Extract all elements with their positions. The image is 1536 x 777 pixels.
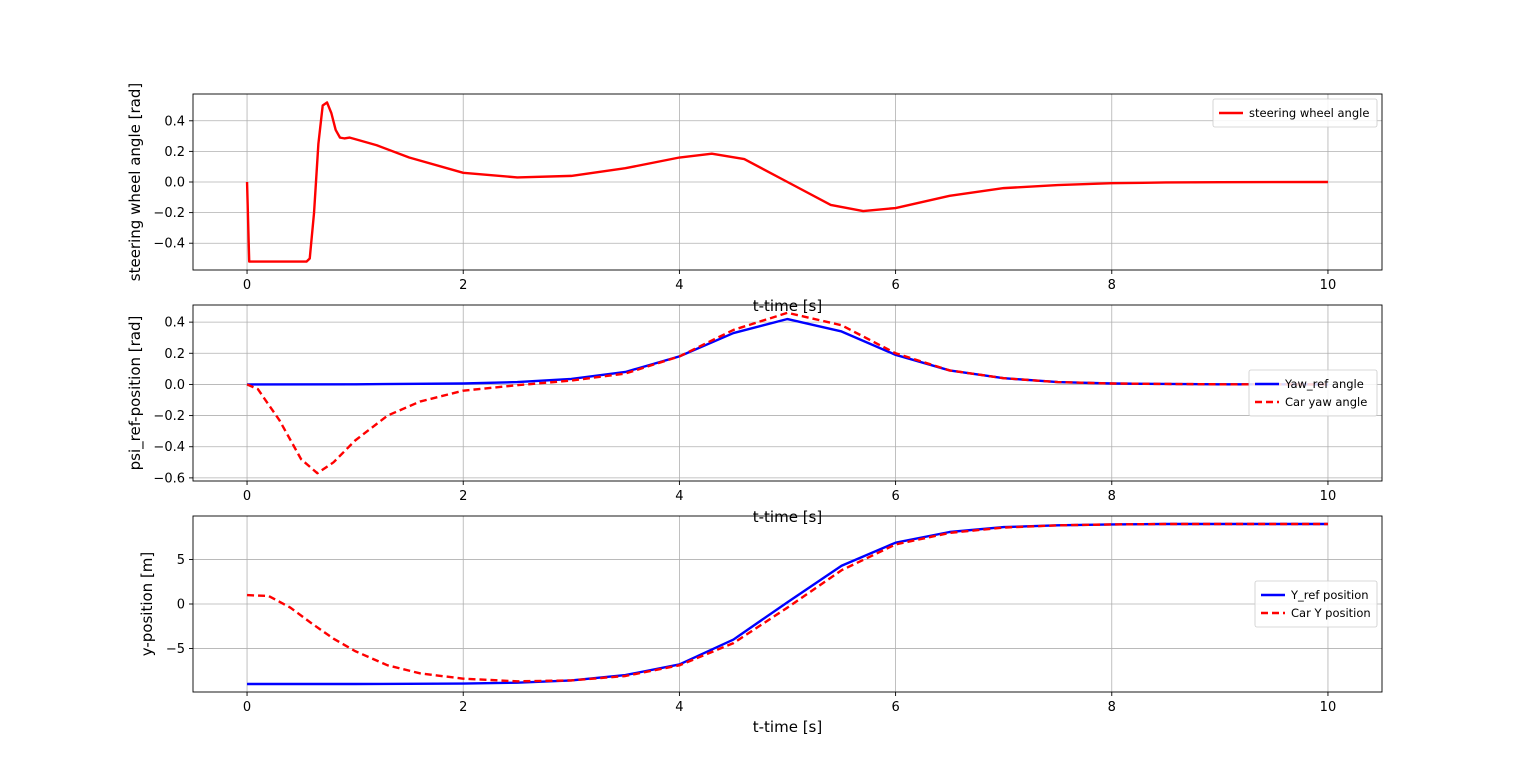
y-tick-label: 0.0 xyxy=(164,378,185,393)
x-tick-label: 10 xyxy=(1320,278,1337,293)
legend-box xyxy=(1254,580,1378,628)
y-tick-label: 0.2 xyxy=(164,347,185,362)
y-tick-label: 0.4 xyxy=(164,316,185,331)
subplot-1: 0 2 4 6 8 10 −0.4 −0.2 0.0 0.2 0.4 t-time [s] steeri… xyxy=(126,83,1383,315)
y-axis-label: psi_ref-position [rad] xyxy=(126,316,145,471)
x-tick-label: 4 xyxy=(675,278,683,293)
x-tick-label: 4 xyxy=(675,700,683,715)
y-axis-label: steering wheel angle [rad] xyxy=(126,83,144,281)
y-tick-label: 0.2 xyxy=(164,145,185,160)
series-line-steering-wheel-angle xyxy=(245,101,1328,263)
y-tick-label: 0.0 xyxy=(164,176,185,191)
y-tick-label: −5 xyxy=(166,642,185,657)
x-tick-label: 6 xyxy=(891,489,899,504)
legend-entry: Car Y position xyxy=(1291,606,1371,620)
series-line-car-yaw-angle xyxy=(246,311,1328,475)
y-axis-label: y-position [m] xyxy=(138,552,156,657)
y-tick-label: −0.4 xyxy=(153,440,185,455)
y-tick-label: −0.2 xyxy=(153,206,185,221)
y-tick-label: 5 xyxy=(177,553,185,568)
y-tick-label: 0 xyxy=(177,598,185,613)
legend-entry: Car yaw angle xyxy=(1285,395,1367,409)
x-tick-label: 2 xyxy=(459,278,467,293)
axes-frame xyxy=(192,304,1383,482)
legend-entry: steering wheel angle xyxy=(1249,106,1369,120)
series-line-car-y-position xyxy=(247,522,1328,683)
x-tick-label: 8 xyxy=(1108,489,1116,504)
legend-box xyxy=(1212,98,1378,128)
x-axis-label: t-time [s] xyxy=(753,297,822,315)
legend: Yaw_ref angle Car yaw angle xyxy=(1248,369,1378,417)
legend-box xyxy=(1248,369,1378,417)
x-tick-label: 6 xyxy=(891,700,899,715)
x-axis-label: t-time [s] xyxy=(753,508,822,526)
y-tick-label: −0.2 xyxy=(153,409,185,424)
x-tick-label: 0 xyxy=(243,700,251,715)
x-tick-label: 6 xyxy=(891,278,899,293)
x-tick-label: 8 xyxy=(1108,278,1116,293)
x-tick-label: 4 xyxy=(675,489,683,504)
x-tick-label: 8 xyxy=(1108,700,1116,715)
legend: Y_ref position Car Y position xyxy=(1254,580,1378,628)
y-tick-label: −0.4 xyxy=(153,237,185,252)
legend-entry: Y_ref position xyxy=(1290,588,1369,602)
x-tick-label: 0 xyxy=(243,278,251,293)
y-tick-label: −0.6 xyxy=(153,471,185,486)
legend-entry: Yaw_ref angle xyxy=(1284,377,1364,391)
x-tick-label: 0 xyxy=(243,489,251,504)
subplot-2: 0 2 4 6 8 10 −0.6 −0.4 −0.2 0.0 0.2 0.4 t-time [s] ps… xyxy=(126,304,1383,526)
x-tick-label: 10 xyxy=(1320,700,1337,715)
x-tick-label: 2 xyxy=(459,700,467,715)
x-tick-label: 2 xyxy=(459,489,467,504)
x-tick-label: 10 xyxy=(1320,489,1337,504)
y-tick-label: 0.4 xyxy=(164,114,185,129)
x-axis-label: t-time [s] xyxy=(753,718,822,736)
legend: steering wheel angle xyxy=(1212,98,1378,128)
subplot-3: 0 2 4 6 8 10 −5 0 5 t-time [s] y-position [m] Y_ref… xyxy=(138,515,1383,736)
